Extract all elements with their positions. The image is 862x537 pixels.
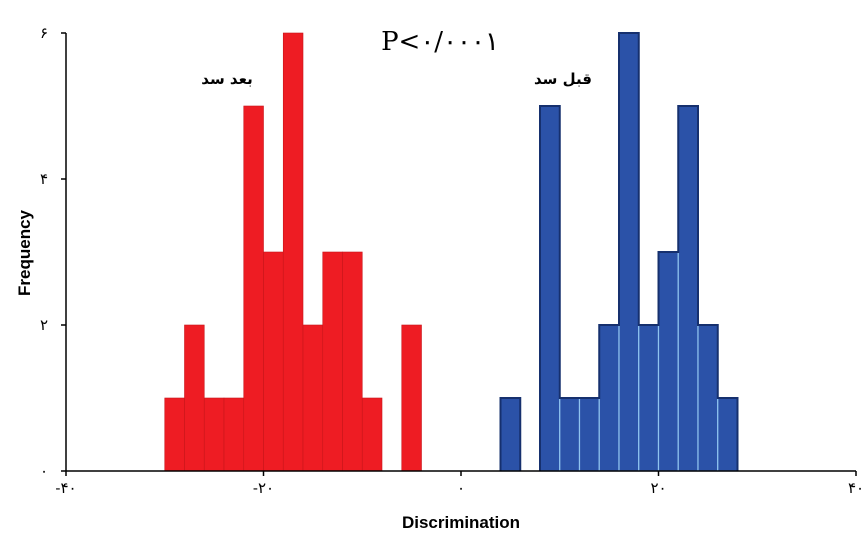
bars-layer [164,32,739,472]
x-tick-label-0: -۴۰ [55,479,76,497]
histogram-bar-before-3 [578,397,600,472]
histogram-outline-before-1 [539,32,739,471]
histogram-bar-before-10 [717,397,739,472]
histogram-bar-before-6 [638,324,660,472]
before-dam-label: قبل سد [534,70,592,88]
histogram-bar-before-2 [559,397,581,472]
histogram-bar-after-3 [223,397,245,472]
y-tick-label-1: ۲ [40,316,48,334]
histogram-bar-before-5 [618,32,640,472]
histogram-bar-before-8 [677,105,699,472]
x-tick-label-4: ۴۰ [848,479,862,497]
histogram-bar-before-4 [598,324,620,472]
histogram-outline-before-0 [499,397,522,471]
x-tick-label-2: ۰ [457,479,465,497]
y-tick-label-2: ۴ [40,170,48,188]
x-tick-label-3: ۲۰ [650,479,666,497]
y-axis-title: Frequency [15,209,34,296]
histogram-bar-after-4 [243,105,264,472]
y-tick-label-3: ۶ [40,24,48,42]
histogram-bar-after-11 [401,324,422,472]
p-value-annotation: P<۰/۰۰۰۱ [381,27,499,57]
after-dam-label: بعد سد [201,70,252,88]
histogram-bar-after-9 [342,251,363,472]
histogram-bar-after-5 [263,251,284,472]
histogram-bar-after-10 [361,397,383,472]
histogram-bar-after-8 [322,251,343,472]
histogram-bar-after-1 [184,324,205,472]
histogram-bar-before-9 [697,324,719,472]
histogram-bar-after-7 [302,324,324,472]
ticks-layer: -۴۰ -۲۰ ۰ ۲۰ ۴۰ ۰ ۲ ۴ ۶ [40,24,862,497]
histogram-bar-before-0 [499,397,521,472]
histogram-bar-after-6 [282,32,304,472]
histogram-bar-before-7 [657,251,679,472]
histogram-bar-after-2 [203,397,225,472]
histogram-bar-after-0 [164,397,185,472]
x-tick-label-1: -۲۰ [253,479,274,497]
histogram-bar-before-1 [539,105,561,472]
x-axis-title: Discrimination [402,513,520,532]
y-tick-label-0: ۰ [40,462,48,480]
